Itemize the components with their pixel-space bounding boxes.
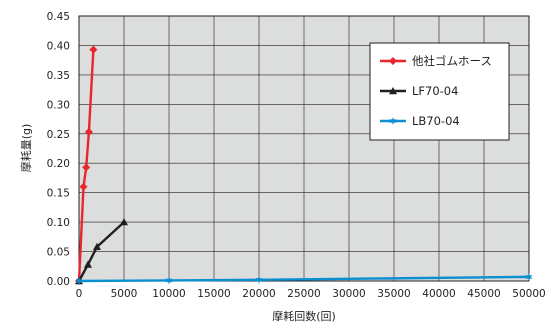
series-point — [389, 117, 397, 125]
x-tick-label: 25000 — [287, 288, 320, 300]
x-tick-label: 15000 — [197, 288, 230, 300]
series-point — [525, 272, 533, 281]
series-group — [75, 272, 533, 285]
y-tick-label: 0.20 — [47, 158, 70, 170]
series-point — [389, 87, 397, 95]
y-tick-label: 0.15 — [47, 188, 70, 200]
series-point — [389, 57, 397, 65]
series-point — [255, 275, 263, 284]
x-tick-label: 20000 — [242, 288, 275, 300]
x-tick-label: 50000 — [512, 288, 545, 300]
series-point — [120, 218, 128, 226]
y-axis-label: 摩耗量(g) — [19, 124, 33, 173]
series-line — [77, 221, 125, 282]
series-line — [78, 275, 530, 283]
series-point — [79, 182, 88, 191]
series-point — [89, 45, 98, 54]
x-tick-label: 30000 — [332, 288, 365, 300]
legend-label: LF70-04 — [412, 84, 458, 98]
series-point — [75, 277, 83, 285]
y-tick-label: 0.25 — [47, 129, 70, 141]
x-tick-label: 35000 — [377, 288, 410, 300]
series-point — [93, 242, 101, 251]
legend-label: LB70-04 — [412, 114, 460, 128]
y-tick-label: 0.05 — [47, 247, 70, 259]
x-axis-label: 摩耗回数(回) — [272, 309, 336, 323]
legend: 他社ゴムホース LF70-04 LB70-04 — [369, 42, 510, 141]
x-tick-label: 10000 — [152, 288, 185, 300]
series — [75, 45, 533, 285]
x-tick-label: 40000 — [422, 288, 455, 300]
y-tick-label: 0.00 — [47, 276, 70, 288]
x-tick-label: 0 — [76, 288, 83, 300]
tick-labels: 0 5000 10000 15000 20000 25000 30000 35000 40000… — [47, 11, 546, 300]
y-tick-label: 0.45 — [47, 11, 70, 23]
legend-label: 他社ゴムホース — [412, 54, 492, 68]
series-point — [84, 128, 93, 137]
x-tick-label: 45000 — [467, 288, 500, 300]
legend-entries: 他社ゴムホース LF70-04 LB70-04 — [380, 54, 492, 128]
series-point — [84, 260, 92, 268]
x-tick-label: 5000 — [111, 288, 138, 300]
series-point — [165, 276, 173, 285]
y-tick-label: 0.40 — [47, 40, 70, 52]
y-tick-label: 0.35 — [47, 70, 70, 82]
series-point — [82, 163, 91, 172]
y-tick-label: 0.10 — [47, 217, 70, 229]
y-tick-label: 0.30 — [47, 99, 70, 111]
